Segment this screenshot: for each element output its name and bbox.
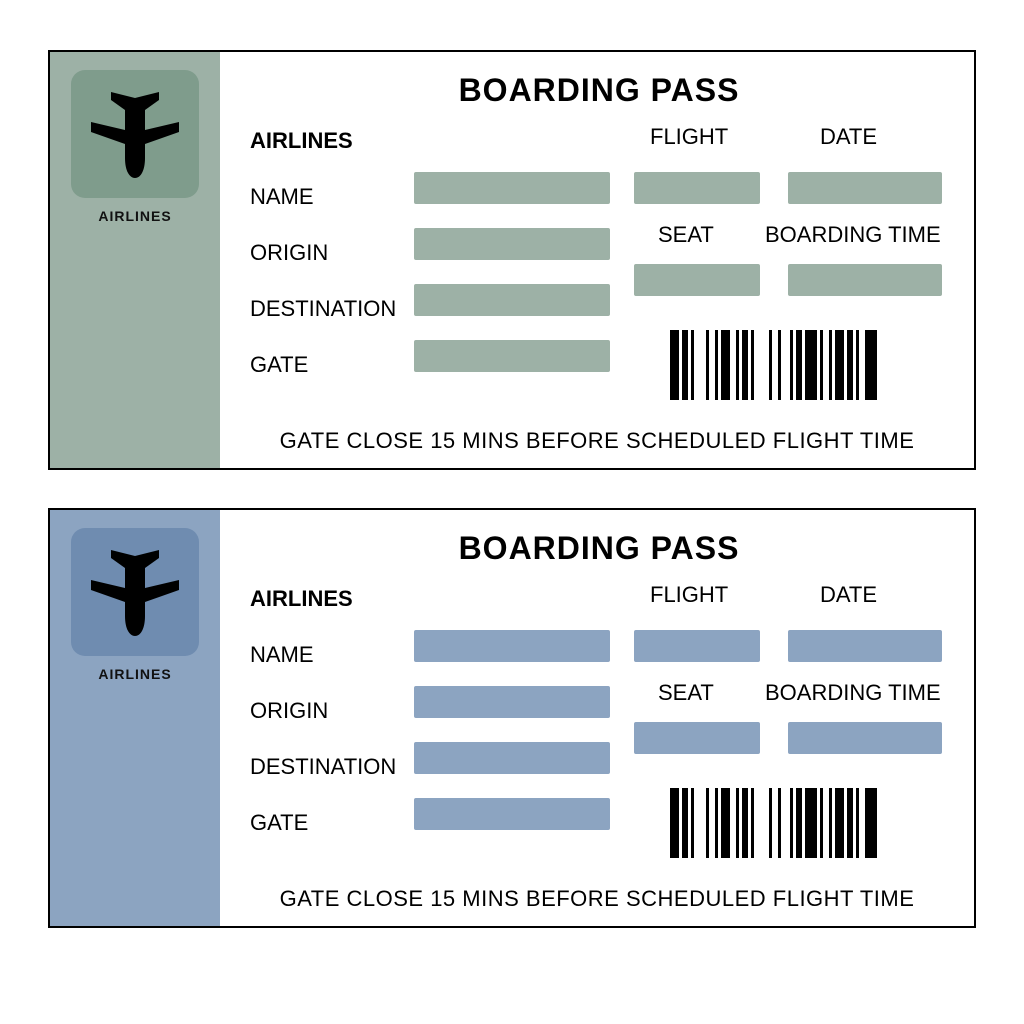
left-field-column (414, 172, 610, 396)
boarding-time-label: BOARDING TIME (765, 222, 941, 247)
pass-main-area: BOARDING PASS AIRLINES NAME ORIGIN DESTI… (220, 510, 974, 926)
date-field (788, 630, 942, 662)
barcode (670, 330, 920, 400)
stub-panel: AIRLINES (50, 52, 220, 468)
seat-header: SEAT (658, 222, 714, 248)
boarding-time-field (788, 264, 942, 296)
left-label-column: AIRLINES NAME ORIGIN DESTINATION GATE (250, 580, 396, 860)
airline-logo-box (71, 70, 199, 198)
destination-label: DESTINATION (250, 290, 396, 346)
date-field (788, 172, 942, 204)
destination-field (414, 284, 610, 316)
origin-field (414, 228, 610, 260)
stub-airlines-label: AIRLINES (98, 208, 171, 224)
seat-field (634, 722, 760, 754)
flight-field (634, 172, 760, 204)
date-header: DATE (820, 582, 877, 608)
boarding-time-field (788, 722, 942, 754)
left-label-column: AIRLINES NAME ORIGIN DESTINATION GATE (250, 122, 396, 402)
gate-label: GATE (250, 804, 396, 860)
seat-label: SEAT (658, 222, 714, 247)
boarding-pass-title: BOARDING PASS (250, 530, 948, 567)
seat-field (634, 264, 760, 296)
boarding-time-label: BOARDING TIME (765, 680, 941, 705)
date-header: DATE (820, 124, 877, 150)
origin-label: ORIGIN (250, 234, 396, 290)
gate-close-notice: GATE CLOSE 15 MINS BEFORE SCHEDULED FLIG… (220, 428, 974, 454)
airplane-icon (85, 542, 185, 642)
gate-close-notice: GATE CLOSE 15 MINS BEFORE SCHEDULED FLIG… (220, 886, 974, 912)
flight-header: FLIGHT (650, 582, 728, 608)
gate-field (414, 340, 610, 372)
stub-airlines-label: AIRLINES (98, 666, 171, 682)
date-label: DATE (820, 124, 877, 149)
boarding-pass: AIRLINES BOARDING PASS AIRLINES NAME ORI… (48, 50, 976, 470)
pass-main-area: BOARDING PASS AIRLINES NAME ORIGIN DESTI… (220, 52, 974, 468)
flight-label: FLIGHT (650, 124, 728, 149)
gate-field (414, 798, 610, 830)
boarding-time-header: BOARDING TIME (765, 680, 941, 706)
airplane-icon (85, 84, 185, 184)
boarding-pass-title: BOARDING PASS (250, 72, 948, 109)
boarding-time-header: BOARDING TIME (765, 222, 941, 248)
origin-field (414, 686, 610, 718)
boarding-pass: AIRLINES BOARDING PASS AIRLINES NAME ORI… (48, 508, 976, 928)
left-field-column (414, 630, 610, 854)
flight-header: FLIGHT (650, 124, 728, 150)
gate-label: GATE (250, 346, 396, 402)
origin-label: ORIGIN (250, 692, 396, 748)
destination-field (414, 742, 610, 774)
seat-header: SEAT (658, 680, 714, 706)
barcode (670, 788, 920, 858)
stub-panel: AIRLINES (50, 510, 220, 926)
airlines-label: AIRLINES (250, 122, 396, 178)
airline-logo-box (71, 528, 199, 656)
name-label: NAME (250, 178, 396, 234)
seat-label: SEAT (658, 680, 714, 705)
airlines-label: AIRLINES (250, 580, 396, 636)
name-field (414, 630, 610, 662)
flight-field (634, 630, 760, 662)
flight-label: FLIGHT (650, 582, 728, 607)
destination-label: DESTINATION (250, 748, 396, 804)
name-field (414, 172, 610, 204)
name-label: NAME (250, 636, 396, 692)
date-label: DATE (820, 582, 877, 607)
